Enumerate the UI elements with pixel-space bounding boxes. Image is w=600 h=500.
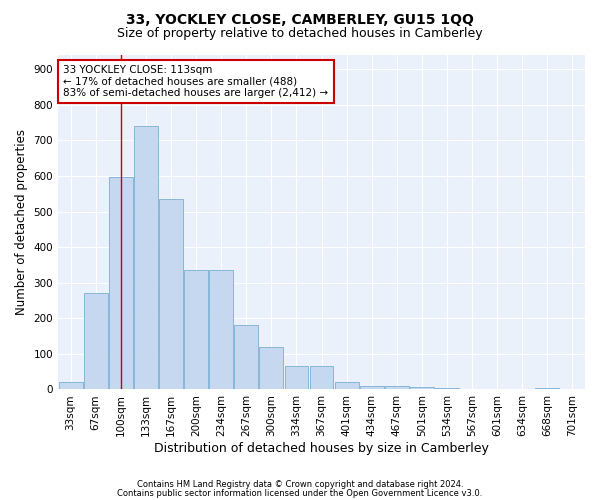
Text: Contains HM Land Registry data © Crown copyright and database right 2024.: Contains HM Land Registry data © Crown c… [137,480,463,489]
Bar [535,388,559,390]
Bar [360,386,383,390]
Text: 33 YOCKLEY CLOSE: 113sqm
← 17% of detached houses are smaller (488)
83% of semi-: 33 YOCKLEY CLOSE: 113sqm ← 17% of detach… [64,65,328,98]
Bar [159,199,183,390]
Bar [310,366,334,390]
Bar [435,388,459,390]
Bar [284,366,308,390]
Bar [84,294,107,390]
Bar [134,126,158,390]
Bar [59,382,83,390]
Bar [109,176,133,390]
Bar [235,326,258,390]
Text: 33, YOCKLEY CLOSE, CAMBERLEY, GU15 1QQ: 33, YOCKLEY CLOSE, CAMBERLEY, GU15 1QQ [126,12,474,26]
Text: Contains public sector information licensed under the Open Government Licence v3: Contains public sector information licen… [118,489,482,498]
Bar [259,347,283,390]
Bar [335,382,359,390]
Bar [184,270,208,390]
X-axis label: Distribution of detached houses by size in Camberley: Distribution of detached houses by size … [154,442,489,455]
Bar [209,270,233,390]
Y-axis label: Number of detached properties: Number of detached properties [15,129,28,315]
Bar [385,386,409,390]
Bar [410,388,434,390]
Text: Size of property relative to detached houses in Camberley: Size of property relative to detached ho… [117,28,483,40]
